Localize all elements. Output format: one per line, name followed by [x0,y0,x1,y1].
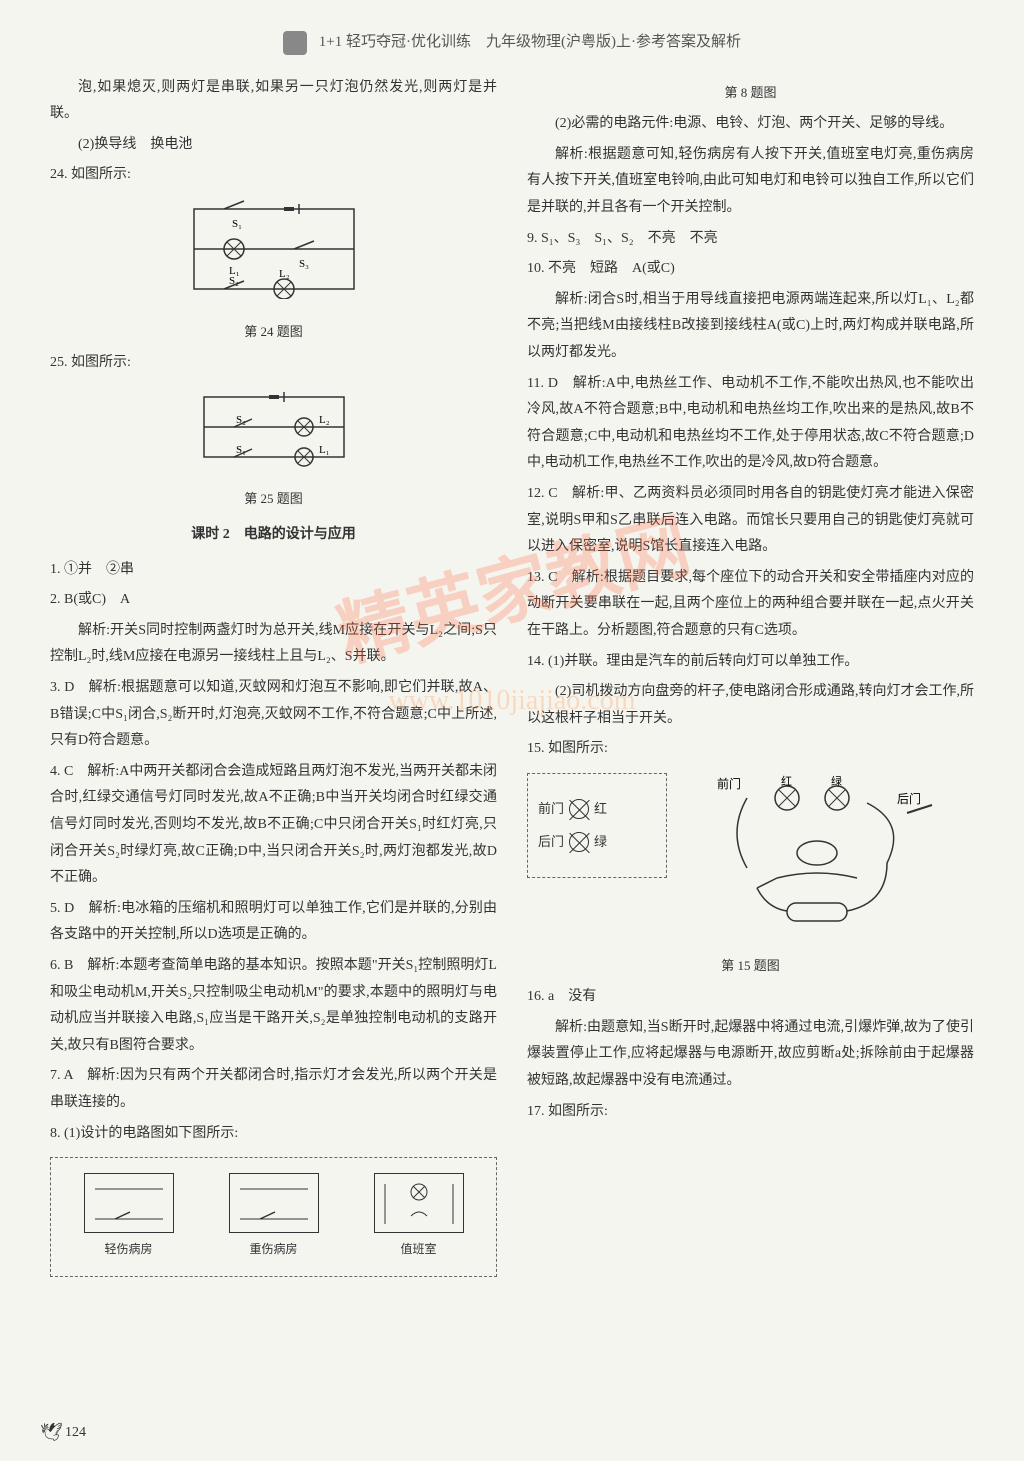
answer-4: 4. C 解析:A中两开关都闭合会造成短路且两灯泡不发光,当两开关都未闭合时,红… [50,759,497,892]
answer-10: 10. 不亮 短路 A(或C) [527,256,974,283]
room-2: 重伤病房 [229,1173,319,1261]
answer-16-exp: 解析:由题意知,当S断开时,起爆器中将通过电流,引爆炸弹,故为了使引爆装置停止工… [527,1015,974,1095]
answer-13: 13. C 解析:根据题目要求,每个座位下的动合开关和安全带插座内对应的动断开关… [527,565,974,645]
answer-2-exp: 解析:开关S同时控制两盏灯时为总开关,线M应接在开关与L₂之间;S只控制L₂时,… [50,618,497,671]
main-content: 泡,如果熄灭,则两灯是串联,如果另一只灯泡仍然发光,则两灯是并联。 (2)换导线… [50,75,974,1287]
fig15-caption: 第 15 题图 [527,954,974,979]
q15-left-box: 前门 红 后门 绿 [527,773,667,878]
q24-label: 24. 如图所示: [50,162,497,189]
room-1: 轻伤病房 [84,1173,174,1261]
answer-14-2: (2)司机拨动方向盘旁的杆子,使电路闭合形成通路,转向灯才会工作,所以这根杆子相… [527,679,974,732]
lamp-icon [569,799,589,819]
svg-text:S₁: S₁ [232,218,242,230]
right-column: 第 8 题图 (2)必需的电路元件:电源、电铃、灯泡、两个开关、足够的导线。 解… [527,75,974,1287]
answer-1: 1. ①并 ②串 [50,557,497,584]
logo-icon [283,31,307,55]
answer-17: 17. 如图所示: [527,1099,974,1126]
answer-6: 6. B 解析:本题考查简单电路的基本知识。按照本题"开关S₁控制照明灯L和吸尘… [50,953,497,1059]
q15-green-label: 绿 [594,830,607,855]
q15-back-label: 后门 [538,830,564,855]
svg-text:L₁: L₁ [319,444,330,456]
room-diagram: 轻伤病房 重伤病房 [50,1157,497,1277]
left-column: 泡,如果熄灭,则两灯是串联,如果另一只灯泡仍然发光,则两灯是并联。 (2)换导线… [50,75,497,1287]
svg-text:S₁: S₁ [236,444,246,456]
answer-10-exp: 解析:闭合S时,相当于用导线直接把电源两端连起来,所以灯L₁、L₂都不亮;当把线… [527,287,974,367]
room-1-label: 轻伤病房 [104,1242,152,1256]
page-number: 124 [65,1425,86,1441]
room-2-label: 重伤病房 [249,1242,297,1256]
answer-9: 9. S₁、S₃ S₁、S₂ 不亮 不亮 [527,226,974,253]
svg-text:S₃: S₃ [299,258,309,270]
answer-16: 16. a 没有 [527,984,974,1011]
circuit-24-svg: S₁ L₁ S₃ S₂ L₂ [174,199,374,299]
svg-text:绿: 绿 [831,774,842,788]
q15-right-box: 前门 红 绿 后门 [687,773,974,944]
answer-11: 11. D 解析:A中,电热丝工作、电动机不工作,不能吹出热风,也不能吹出冷风,… [527,371,974,477]
circuit-25-svg: S₂ L₂ S₁ L₁ [184,387,364,467]
svg-text:S₂: S₂ [236,414,246,426]
para-bulb: 泡,如果熄灭,则两灯是串联,如果另一只灯泡仍然发光,则两灯是并联。 [50,75,497,128]
answer-14-1: 14. (1)并联。理由是汽车的前后转向灯可以单独工作。 [527,649,974,676]
section-title: 课时 2 电路的设计与应用 [50,522,497,549]
svg-text:红: 红 [781,775,792,788]
header-title: 1+1 轻巧夺冠·优化训练 九年级物理(沪粤版)上·参考答案及解析 [319,34,741,50]
answer-8-2: (2)必需的电路元件:电源、电铃、灯泡、两个开关、足够的导线。 [527,111,974,138]
room-3-label: 值班室 [400,1242,436,1256]
svg-text:L₂: L₂ [279,268,290,280]
q15-front-label: 前门 [538,797,564,822]
fig8-caption: 第 8 题图 [527,81,974,106]
answer-7: 7. A 解析:因为只有两个开关都闭合时,指示灯才会发光,所以两个开关是串联连接… [50,1063,497,1116]
lamp-icon [569,832,589,852]
svg-text:后门: 后门 [897,791,921,806]
page-header: 1+1 轻巧夺冠·优化训练 九年级物理(沪粤版)上·参考答案及解析 [50,30,974,55]
answer-8: 8. (1)设计的电路图如下图所示: [50,1121,497,1148]
para-replace: (2)换导线 换电池 [50,132,497,159]
svg-text:前门: 前门 [717,776,741,791]
answer-5: 5. D 解析:电冰箱的压缩机和照明灯可以单独工作,它们是并联的,分别由各支路中… [50,896,497,949]
circuit-24: S₁ L₁ S₃ S₂ L₂ [50,199,497,310]
answer-3: 3. D 解析:根据题意可以知道,灭蚊网和灯泡互不影响,即它们并联,故A、B错误… [50,675,497,755]
q15-red-label: 红 [594,797,607,822]
svg-text:L₂: L₂ [319,414,330,426]
room-3: 值班室 [374,1173,464,1261]
svg-text:S₂: S₂ [229,275,239,287]
fig25-caption: 第 25 题图 [50,487,497,512]
q15-schematic-svg: 前门 红 绿 后门 [687,773,947,933]
answer-12: 12. C 解析:甲、乙两资料员必须同时用各自的钥匙使灯亮才能进入保密室,说明S… [527,481,974,561]
answer-2: 2. B(或C) A [50,587,497,614]
q15-diagram: 前门 红 后门 绿 前门 红 [527,773,974,944]
answer-8-exp: 解析:根据题意可知,轻伤病房有人按下开关,值班室电灯亮,重伤病房有人按下开关,值… [527,142,974,222]
bird-icon: 🕊 [40,1422,63,1443]
circuit-25: S₂ L₂ S₁ L₁ [50,387,497,478]
answer-15: 15. 如图所示: [527,736,974,763]
fig24-caption: 第 24 题图 [50,320,497,345]
q25-label: 25. 如图所示: [50,350,497,377]
